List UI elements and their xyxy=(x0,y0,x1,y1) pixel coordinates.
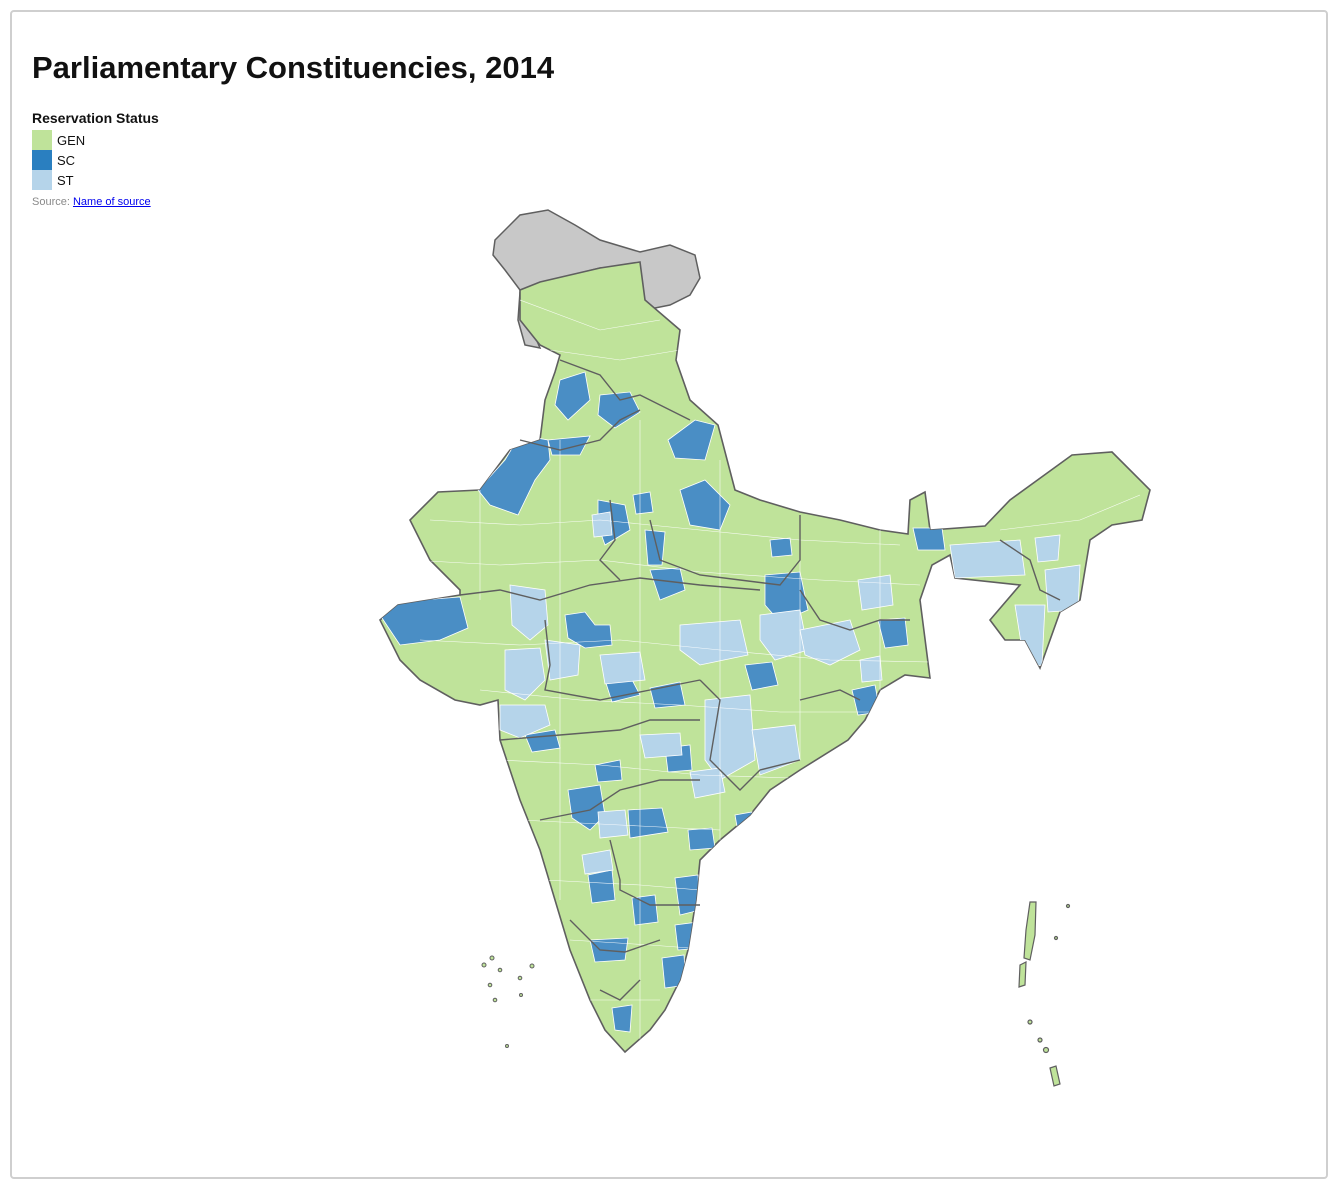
sc-region-andhra-coast[interactable] xyxy=(687,827,716,851)
sc-region-westbengal-north[interactable] xyxy=(912,527,946,551)
sc-region-karnataka-south[interactable] xyxy=(631,894,659,926)
st-region-up-sonbhadra[interactable] xyxy=(591,511,613,538)
legend-label-st: ST xyxy=(57,172,74,188)
sc-region-haryana[interactable] xyxy=(597,391,641,429)
st-region-maharashtra-gadchiroli[interactable] xyxy=(639,732,683,759)
source-link[interactable]: Name of source xyxy=(72,196,151,208)
st-region-jharkhand-north[interactable] xyxy=(857,574,894,611)
legend-label-sc: SC xyxy=(57,152,76,168)
st-region-northeast-manipur[interactable] xyxy=(1044,564,1081,613)
andaman-north xyxy=(1023,901,1037,961)
island xyxy=(489,955,495,961)
st-constituencies xyxy=(499,511,1081,875)
lakshadweep-islands xyxy=(481,955,535,1048)
st-region-northeast-assam[interactable] xyxy=(949,539,1026,579)
island xyxy=(492,997,498,1003)
sc-region-up-south[interactable] xyxy=(644,529,666,566)
reserved-constituencies xyxy=(380,299,1141,1040)
legend-item-gen: GEN xyxy=(32,130,159,150)
andaman-south xyxy=(1018,961,1027,988)
constituency-boundaries xyxy=(409,299,1141,1040)
sc-region-chhattisgarh[interactable] xyxy=(744,661,779,691)
sc-region-telangana[interactable] xyxy=(627,807,669,839)
india-mainland[interactable] xyxy=(379,261,1151,1054)
sc-region-odisha-south[interactable] xyxy=(734,811,756,833)
island xyxy=(481,962,487,968)
island xyxy=(487,982,493,988)
sc-region-up-east[interactable] xyxy=(769,537,793,558)
st-region-jharkhand[interactable] xyxy=(799,619,861,666)
sc-region-karnataka-north[interactable] xyxy=(587,869,616,904)
island xyxy=(1053,935,1059,941)
great-nicobar xyxy=(1049,1065,1061,1087)
island xyxy=(1027,1019,1033,1025)
st-region-telangana-tribal[interactable] xyxy=(597,809,629,839)
legend-swatch-sc xyxy=(32,150,52,170)
sc-region-tamilnadu-north[interactable] xyxy=(674,921,701,951)
legend-item-sc: SC xyxy=(32,150,159,170)
legend-item-st: ST xyxy=(32,170,159,190)
island xyxy=(497,967,503,973)
state-borders xyxy=(459,359,1061,1001)
legend-title: Reservation Status xyxy=(32,110,159,126)
sc-region-up-central[interactable] xyxy=(679,479,731,531)
source-prefix: Source: xyxy=(32,196,70,208)
sc-region-karnataka-mysore[interactable] xyxy=(589,937,629,963)
source-note: Source: Name of source xyxy=(32,196,151,208)
legend-swatch-st xyxy=(32,170,52,190)
st-region-maharashtra-nw[interactable] xyxy=(499,704,551,739)
legend-label-gen: GEN xyxy=(57,132,86,148)
st-region-chhattisgarh-north[interactable] xyxy=(759,609,809,661)
sc-constituencies xyxy=(380,371,946,1033)
st-region-mp-southwest[interactable] xyxy=(544,639,581,681)
sc-region-mp-west[interactable] xyxy=(564,611,613,649)
sc-region-westbengal-south[interactable] xyxy=(877,617,909,649)
st-region-northeast-nagaland[interactable] xyxy=(1034,534,1061,563)
st-region-gujarat-east[interactable] xyxy=(504,647,546,701)
legend: Reservation Status GEN SC ST xyxy=(32,110,159,190)
legend-swatch-gen xyxy=(32,130,52,150)
map-frame xyxy=(10,10,1328,1179)
island xyxy=(529,963,535,969)
map-title: Parliamentary Constituencies, 2014 xyxy=(32,50,555,85)
sc-region-maharashtra-central[interactable] xyxy=(594,759,623,783)
st-region-westbengal-tribal[interactable] xyxy=(859,655,883,683)
island xyxy=(517,975,523,981)
sc-region-rajasthan-west[interactable] xyxy=(477,434,551,516)
st-region-karnataka-tribal[interactable] xyxy=(581,849,614,875)
andaman-nicobar-islands xyxy=(1018,901,1071,1087)
sc-region-up-agra[interactable] xyxy=(632,491,654,515)
sc-region-punjab[interactable] xyxy=(554,371,591,421)
island xyxy=(505,1044,509,1048)
island xyxy=(1042,1046,1050,1054)
island xyxy=(1037,1037,1043,1043)
st-region-mp-west-tribal[interactable] xyxy=(599,651,646,685)
sc-region-uttarakhand[interactable] xyxy=(667,419,716,461)
st-region-rajasthan-south[interactable] xyxy=(509,584,549,641)
mainland[interactable] xyxy=(379,261,1151,1054)
island xyxy=(1065,903,1071,909)
sc-region-kerala-south[interactable] xyxy=(611,1004,633,1033)
island xyxy=(519,993,523,997)
